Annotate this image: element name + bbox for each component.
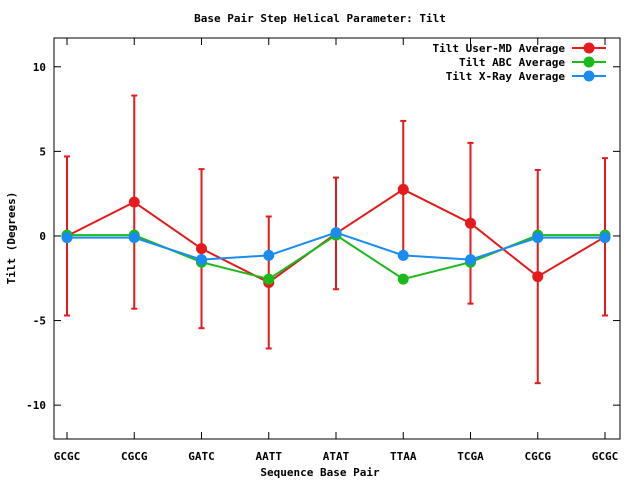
y-axis: -10 -5 0 5 10 [26,61,620,412]
tilt-x-ray-average-point [397,249,409,261]
tilt-abc-average-legend-marker [583,56,595,68]
x-tick-label: GCGC [54,450,81,463]
tilt-user-md-average-point [128,196,140,208]
y-tick-label: -10 [26,399,46,412]
tilt-x-ray-average-point [61,232,73,244]
tilt-x-ray-average-point [330,227,342,239]
y-axis-label: Tilt (Degrees) [5,192,18,285]
tilt-abc-average-point [397,273,409,285]
x-axis: GCGC CGCG GATC AATT ATAT TTAA TCGA CGCG GCGC [54,38,619,463]
tilt-x-ray-average-point [196,254,207,266]
plot-frame [53,37,621,440]
legend-label: Tilt X-Ray Average [446,70,566,83]
tilt-x-ray-average-point [465,254,476,266]
x-tick-label: CGCG [525,450,552,463]
series-lines [61,183,611,288]
tilt-abc-average-point [263,273,275,285]
tilt-user-md-average-point [196,243,207,255]
x-tick-label: CGCG [121,450,148,463]
tilt-user-md-average-legend-marker [583,42,595,54]
y-tick-label: 0 [39,230,46,243]
legend-label: Tilt ABC Average [459,56,565,69]
y-tick-label: -5 [33,315,46,328]
x-axis-label: Sequence Base Pair [260,466,380,479]
legend-label: Tilt User-MD Average [433,42,566,55]
x-tick-label: AATT [256,450,283,463]
tilt-user-md-average-point [397,183,409,195]
tilt-x-ray-average-point [263,249,275,261]
tilt-x-ray-average-point [532,232,544,244]
x-tick-label: TTAA [390,450,417,463]
x-tick-label: GATC [188,450,215,463]
tilt-x-ray-average-legend-marker [583,70,595,82]
x-tick-label: TCGA [457,450,484,463]
y-tick-label: 5 [39,145,46,158]
y-tick-label: 10 [33,61,46,74]
tilt-user-md-average-point [532,271,544,283]
tilt-x-ray-average-point [599,232,611,244]
tilt-user-md-average-point [465,217,476,229]
tilt-x-ray-average-point [128,232,140,244]
x-tick-label: ATAT [323,450,350,463]
chart-title: Base Pair Step Helical Parameter: Tilt [194,12,446,25]
x-tick-label: GCGC [592,450,619,463]
